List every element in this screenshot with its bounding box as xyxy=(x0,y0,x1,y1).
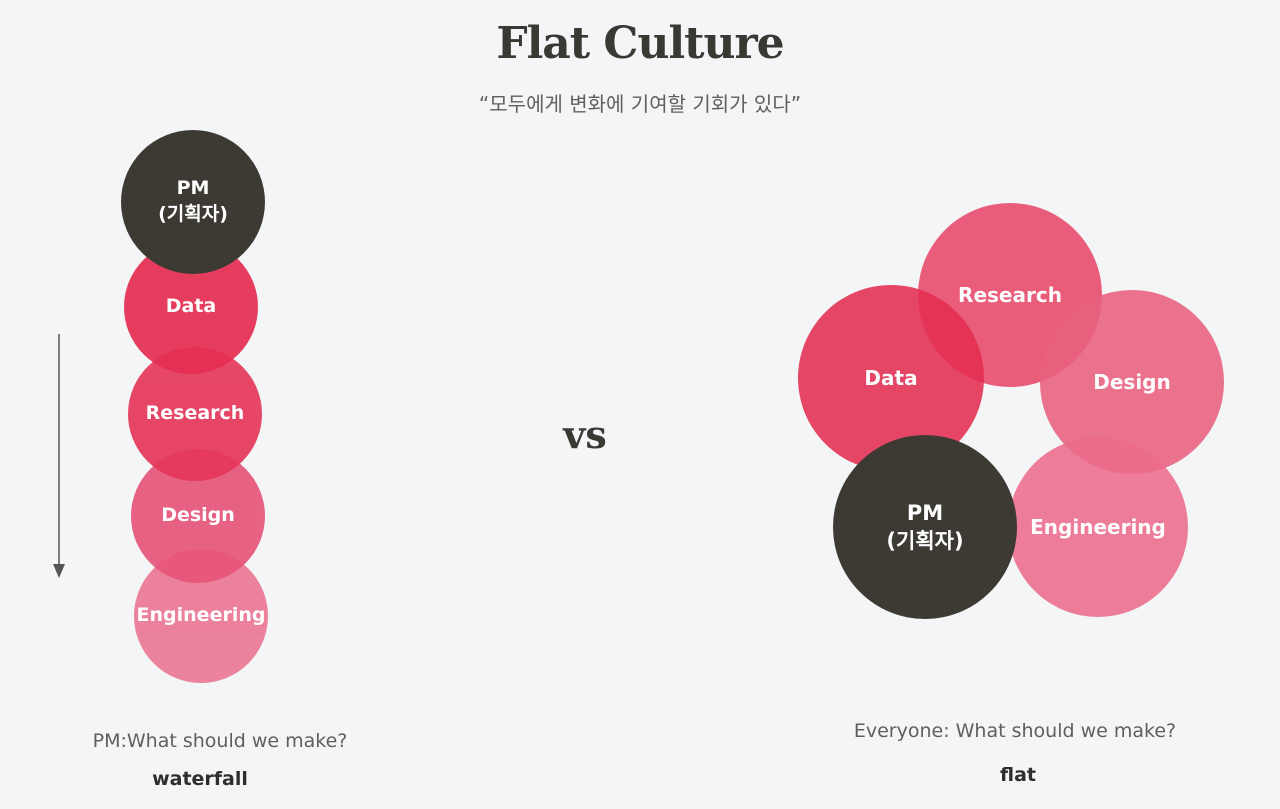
waterfall-caption: PM:What should we make? xyxy=(92,730,348,752)
flat-node-pm: PM (기획자) xyxy=(833,435,1017,619)
waterfall-node-pm: PM (기획자) xyxy=(121,130,265,274)
flat-label: flat xyxy=(1000,764,1036,786)
slide-subtitle: “모두에게 변화에 기여할 기회가 있다” xyxy=(478,92,802,116)
waterfall-node-data: Data xyxy=(124,240,258,374)
flat-node-engineering: Engineering xyxy=(1008,437,1188,617)
down-arrow-icon xyxy=(53,334,65,578)
vs-label: vs xyxy=(563,412,607,457)
flat-caption: Everyone: What should we make? xyxy=(853,720,1177,742)
waterfall-label: waterfall xyxy=(152,768,248,790)
slide-title: Flat Culture xyxy=(496,18,784,69)
